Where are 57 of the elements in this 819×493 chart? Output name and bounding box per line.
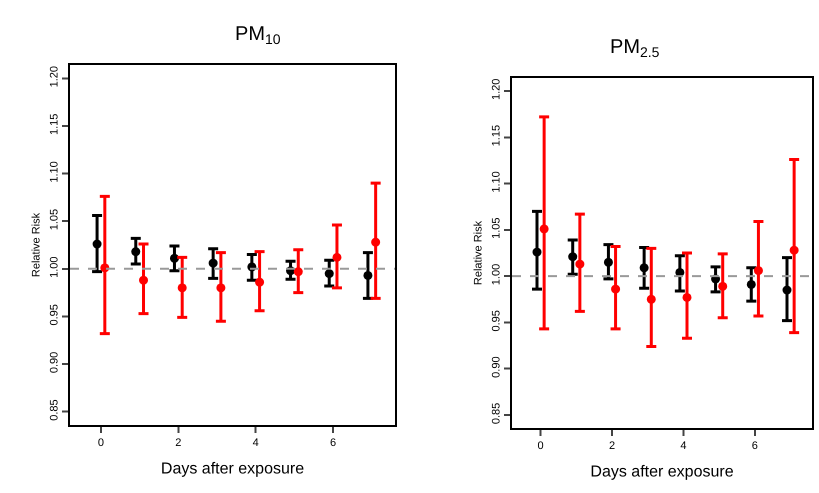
y-tick-label: 1.05 bbox=[48, 208, 61, 230]
y-tick-label: 0.85 bbox=[490, 402, 503, 424]
x-tick-label: 0 bbox=[98, 437, 104, 450]
y-axis-title: Relative Risk bbox=[30, 212, 43, 278]
x-axis-title: Days after exposure bbox=[160, 460, 304, 478]
y-tick-label: 1.15 bbox=[490, 124, 503, 146]
x-tick-label: 2 bbox=[175, 437, 182, 450]
x-axis-title: Days after exposure bbox=[590, 463, 734, 480]
y-tick-label: 1.00 bbox=[48, 256, 61, 278]
point bbox=[575, 260, 584, 269]
point bbox=[324, 269, 334, 278]
point bbox=[371, 238, 380, 247]
y-tick-label: 1.20 bbox=[490, 78, 503, 100]
y-tick-label: 1.05 bbox=[490, 217, 503, 239]
point bbox=[139, 276, 148, 285]
point bbox=[532, 248, 542, 257]
point bbox=[611, 284, 620, 294]
y-tick-label: 1.00 bbox=[490, 264, 503, 286]
point bbox=[568, 252, 578, 262]
y-axis-title: Relative Risk bbox=[472, 220, 485, 286]
point bbox=[170, 254, 179, 263]
point bbox=[294, 267, 303, 276]
y-tick-label: 0.95 bbox=[48, 304, 61, 326]
point bbox=[782, 286, 792, 295]
x-tick-label: 2 bbox=[608, 440, 616, 452]
point bbox=[746, 280, 756, 289]
point bbox=[92, 240, 102, 249]
chart-title: PM$_{10}$ bbox=[235, 23, 281, 48]
y-tick-label: 0.95 bbox=[490, 310, 503, 332]
x-tick-label: 6 bbox=[752, 440, 758, 452]
x-tick-label: 4 bbox=[680, 440, 686, 452]
point bbox=[754, 266, 763, 276]
x-tick-label: 0 bbox=[538, 440, 544, 452]
y-tick-label: 0.90 bbox=[48, 352, 61, 374]
y-tick-label: 1.10 bbox=[48, 161, 61, 183]
point bbox=[216, 283, 226, 292]
point bbox=[682, 292, 692, 302]
point bbox=[540, 224, 549, 234]
point bbox=[255, 278, 264, 287]
point bbox=[646, 294, 656, 304]
point bbox=[790, 246, 799, 255]
point bbox=[131, 247, 140, 256]
point bbox=[208, 258, 218, 268]
point bbox=[363, 270, 372, 280]
y-tick-label: 1.15 bbox=[48, 114, 61, 136]
point bbox=[178, 283, 187, 292]
x-tick-label: 4 bbox=[252, 437, 259, 450]
y-tick-label: 0.90 bbox=[490, 356, 503, 378]
point bbox=[332, 252, 342, 262]
point bbox=[604, 258, 613, 267]
point bbox=[640, 263, 649, 272]
point bbox=[718, 282, 728, 291]
y-tick-label: 0.85 bbox=[48, 399, 61, 421]
chart-title: PM$_{2.5}$ bbox=[610, 36, 660, 60]
y-tick-label: 1.10 bbox=[490, 171, 503, 193]
y-tick-label: 1.20 bbox=[48, 66, 61, 88]
x-tick-label: 6 bbox=[330, 437, 336, 450]
